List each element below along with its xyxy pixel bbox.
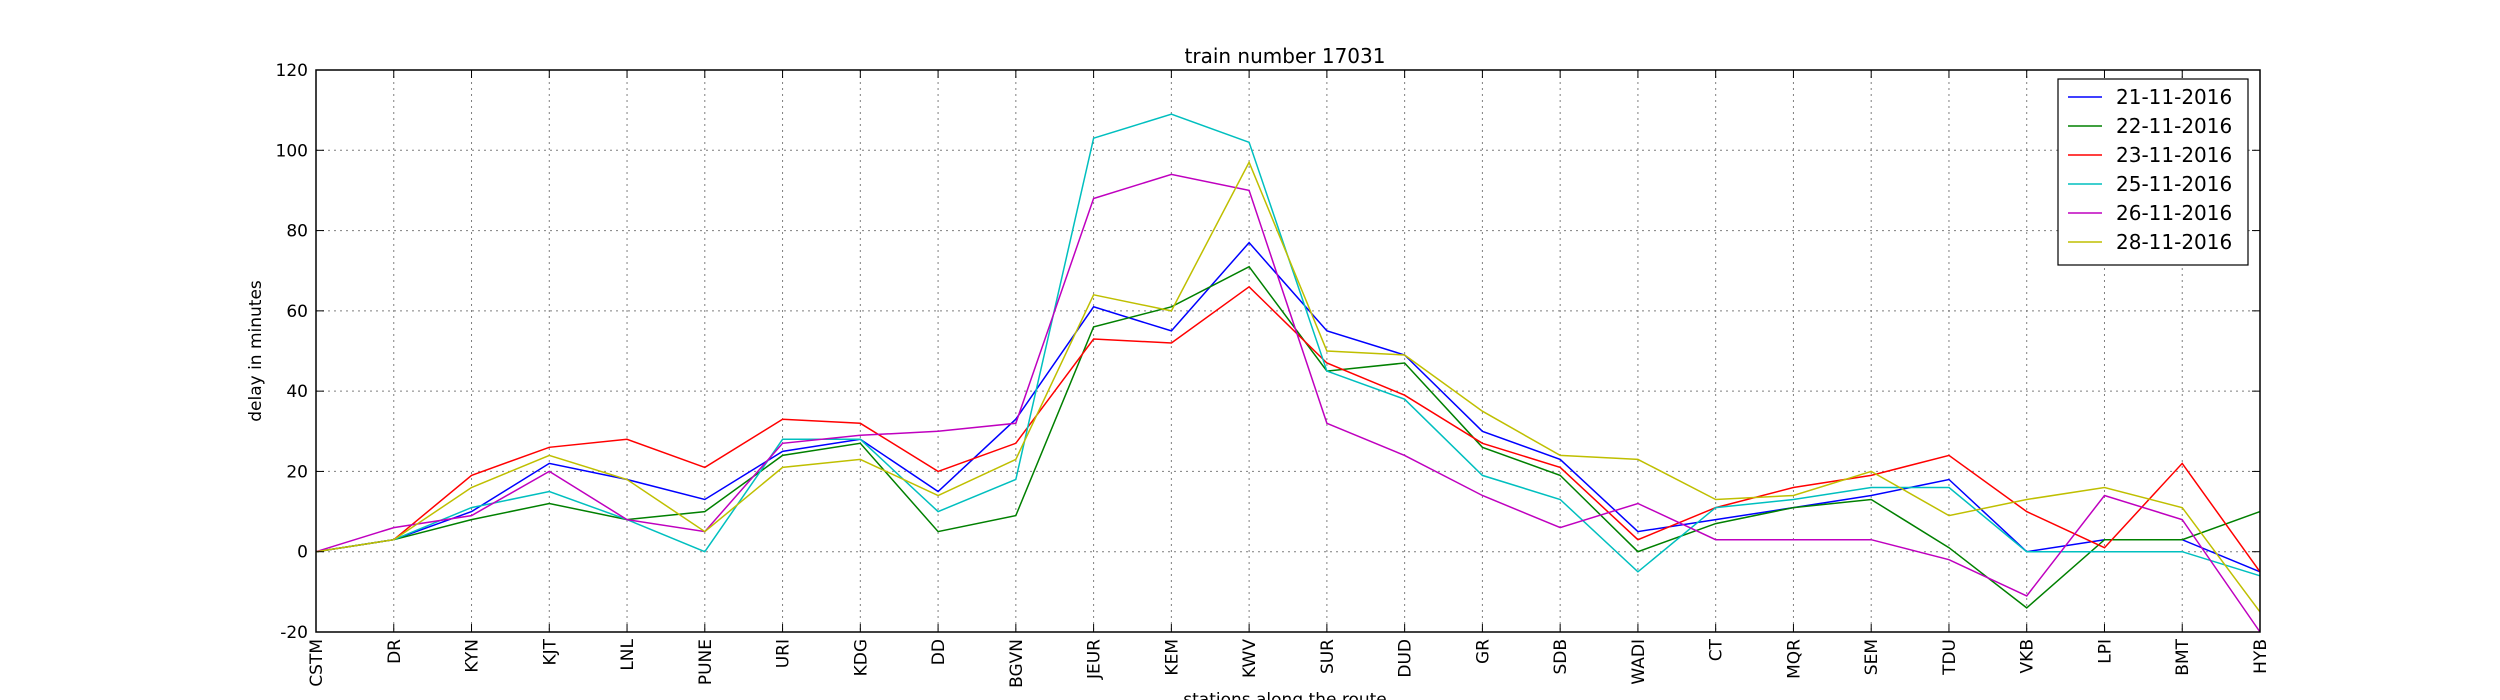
legend-box <box>2057 78 2249 266</box>
grid-lines <box>316 70 2260 632</box>
chart-title: train number 17031 <box>1185 44 1386 68</box>
legend-entry: 25-11-2016 <box>2116 172 2232 196</box>
x-tick-label: CT <box>1707 638 1727 661</box>
legend-entry: 22-11-2016 <box>2116 114 2232 138</box>
legend-entry: 21-11-2016 <box>2116 85 2232 109</box>
x-tick-label: BGVN <box>1007 639 1027 688</box>
x-tick-label: SUR <box>1318 639 1338 674</box>
x-tick-label: DUD <box>1396 639 1416 678</box>
x-tick-label: TDU <box>1940 639 1960 676</box>
y-tick-labels: -20 0 20 40 60 80 100 120 <box>276 61 308 643</box>
plot-frame <box>315 69 2261 633</box>
y-tick-label: 120 <box>276 61 308 81</box>
x-tick-label: GR <box>1473 639 1493 664</box>
series-lines <box>315 113 2261 633</box>
x-tick-label: CSTM <box>307 639 327 687</box>
x-tick-label: KWV <box>1240 639 1260 678</box>
y-tick-label: 20 <box>286 462 308 482</box>
x-tick-label: DD <box>929 639 949 665</box>
series-line <box>315 285 2261 573</box>
y-tick-label: -20 <box>280 623 308 643</box>
x-tick-label: SDB <box>1551 639 1571 675</box>
x-tick-label: KDG <box>851 639 871 676</box>
axis-ticks <box>315 69 2261 633</box>
legend: 21-11-2016 22-11-2016 23-11-2016 25-11-2016… <box>2057 78 2249 266</box>
series-line <box>315 173 2261 633</box>
x-tick-label: HYB <box>2251 639 2271 674</box>
x-tick-label: DR <box>385 639 405 664</box>
legend-entry: 28-11-2016 <box>2116 230 2232 254</box>
y-axis-label: delay in minutes <box>246 280 266 422</box>
y-tick-label: 80 <box>286 222 308 242</box>
x-tick-label: LNL <box>618 638 638 670</box>
series-line <box>315 160 2261 613</box>
series-line <box>315 241 2261 573</box>
x-axis-label: stations along the route <box>1183 690 1387 700</box>
x-tick-label: KEM <box>1162 639 1182 676</box>
y-tick-label: 100 <box>276 141 308 161</box>
x-tick-label: VKB <box>2018 639 2038 673</box>
x-tick-label: WADI <box>1629 639 1649 685</box>
y-tick-label: 40 <box>286 382 308 402</box>
series-line <box>315 265 2261 609</box>
x-tick-label: KJT <box>540 638 560 665</box>
x-tick-label: KYN <box>463 639 483 673</box>
legend-entry: 26-11-2016 <box>2116 201 2232 225</box>
x-tick-label: JEUR <box>1085 639 1105 680</box>
y-tick-label: 0 <box>297 543 308 563</box>
x-tick-label: BMT <box>2173 638 2193 675</box>
x-tick-label: PUNE <box>696 639 716 685</box>
x-tick-labels: CSTM DR KYN KJT LNL PUNE URI KDG DD BGVN JEUR KEM KW… <box>307 638 2271 688</box>
x-tick-label: MQR <box>1784 639 1804 679</box>
x-tick-label: SEM <box>1862 639 1882 675</box>
x-tick-label: LPI <box>2095 639 2115 664</box>
x-tick-label: URI <box>774 639 794 668</box>
y-tick-label: 60 <box>286 302 308 322</box>
legend-entry: 23-11-2016 <box>2116 143 2232 167</box>
